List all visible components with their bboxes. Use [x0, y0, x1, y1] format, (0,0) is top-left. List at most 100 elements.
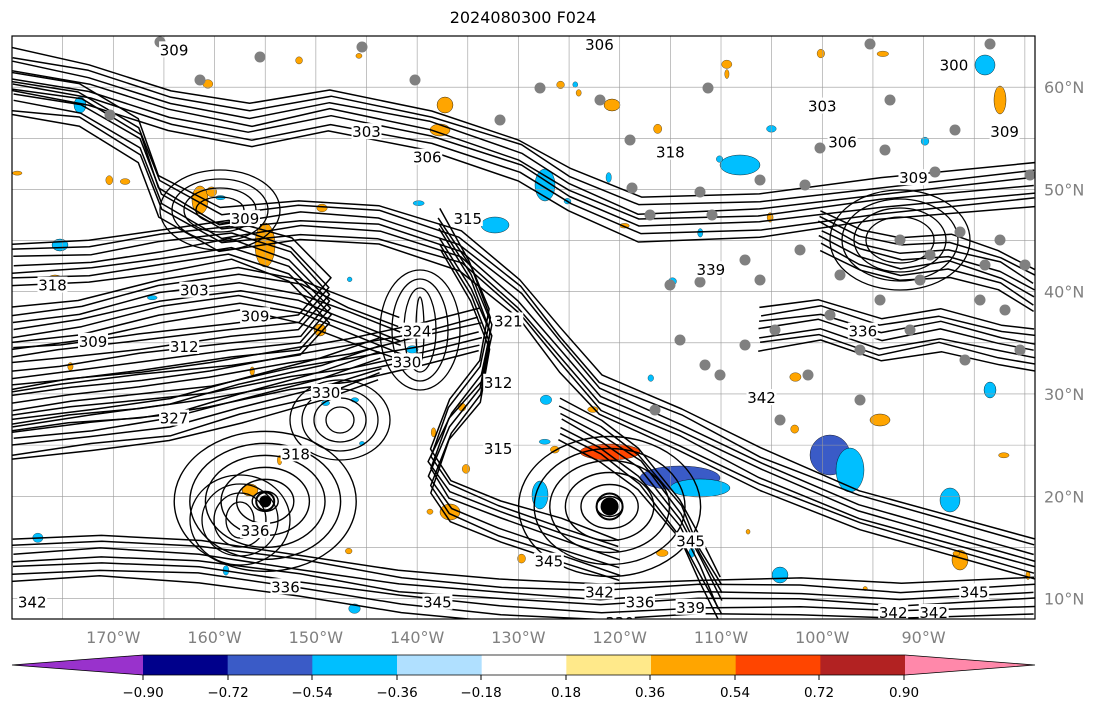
- contour-label: 345: [676, 532, 705, 550]
- station-dot: [994, 234, 1006, 246]
- latitude-tick-label: 30°N: [1044, 385, 1084, 404]
- shaded-cell: [603, 98, 621, 112]
- contour-label: 309: [160, 41, 189, 59]
- station-dot: [984, 38, 996, 50]
- contour-label: 306: [413, 149, 442, 167]
- contour-label-bg: [584, 583, 615, 600]
- contour-loop: [289, 379, 391, 461]
- shaded-cell: [480, 216, 510, 234]
- colorbar-tick-label: 0.18: [551, 685, 581, 701]
- contour-label-bg: [392, 353, 423, 370]
- station-dot: [739, 254, 751, 266]
- shaded-cell: [531, 480, 549, 510]
- contour-line: [12, 337, 380, 421]
- contour-loop: [225, 501, 255, 539]
- station-dot: [879, 144, 891, 156]
- shaded-cell: [790, 424, 799, 434]
- shaded-cell: [575, 89, 582, 97]
- longitude-tick-label: 110°W: [694, 628, 749, 647]
- contour-label: 342: [919, 604, 948, 622]
- shaded-cell: [431, 427, 437, 438]
- station-dot: [854, 394, 866, 406]
- shaded-cell: [656, 549, 669, 557]
- map-panel: 309 306 303 306 303 300 309 306 309 318 315 309 303 3…: [11, 35, 1036, 622]
- shaded-cell: [974, 54, 996, 76]
- contour-line: [760, 333, 1035, 365]
- shaded-cell: [876, 50, 889, 57]
- contour-label-bg: [827, 133, 858, 150]
- contour-label: 318: [281, 445, 310, 463]
- longitude-tick-label: 170°W: [86, 628, 141, 647]
- contour-line: [12, 258, 331, 393]
- station-dot: [904, 324, 916, 336]
- contour-label: 336: [626, 594, 655, 612]
- contour-label: 336: [241, 522, 270, 540]
- shaded-cell: [605, 172, 612, 183]
- contour-label-bg: [746, 389, 777, 406]
- station-dot: [649, 404, 661, 416]
- contour-label: 336: [271, 578, 300, 596]
- map-frame: [11, 35, 1036, 620]
- shaded-cell: [540, 394, 552, 405]
- contour-line: [12, 534, 1035, 585]
- contour-line: [12, 253, 332, 386]
- shaded-cell: [789, 372, 802, 382]
- contour-label: 303: [352, 123, 381, 141]
- shaded-cell: [517, 553, 526, 564]
- station-dot: [894, 234, 906, 246]
- station-dot: [854, 344, 866, 356]
- shaded-cell: [572, 81, 578, 88]
- shaded-cell: [745, 529, 751, 535]
- contour-label: 315: [484, 440, 513, 458]
- colorbar-tick-label: 0.72: [804, 685, 834, 701]
- contour-line: [429, 243, 621, 577]
- latitude-tick-label: 10°N: [1044, 590, 1084, 609]
- contour-line: [12, 294, 401, 347]
- contour-loop: [391, 278, 449, 382]
- contour-label-bg: [483, 373, 514, 390]
- contour-label: 300: [940, 57, 969, 75]
- shaded-cell: [12, 170, 23, 176]
- shaded-cell: [983, 381, 997, 399]
- contour-label: 339: [697, 261, 726, 279]
- contour-label: 330: [393, 353, 422, 371]
- contour-label-bg: [604, 614, 635, 619]
- station-dot: [974, 294, 986, 306]
- contour-label-bg: [17, 593, 48, 610]
- contour-loop: [580, 483, 639, 530]
- longitude-tick-label: 100°W: [795, 628, 850, 647]
- contour-label: 315: [453, 210, 482, 228]
- contour-label-bg: [695, 261, 726, 278]
- shaded-cell: [412, 200, 425, 206]
- contour-line: [427, 223, 620, 553]
- contour-line: [12, 266, 400, 319]
- contour-line: [759, 299, 1035, 330]
- contour-label-bg: [37, 276, 68, 293]
- contour-label-bg: [898, 169, 929, 186]
- station-dot: [626, 182, 638, 194]
- contour-label: 327: [160, 410, 189, 428]
- contour-label: 309: [899, 169, 928, 187]
- station-dot: [799, 179, 811, 191]
- contour-label: 318: [38, 277, 67, 295]
- station-dot: [694, 276, 706, 288]
- latitude-tick-label: 40°N: [1044, 283, 1084, 302]
- contour-label-bg: [655, 143, 686, 160]
- contour-line: [13, 547, 1034, 601]
- station-dot: [914, 274, 926, 286]
- colorbar-segment: [820, 655, 906, 675]
- contour-label-bg: [240, 522, 271, 539]
- colorbar-tick-label: −0.72: [207, 685, 248, 701]
- contour-loop: [189, 474, 291, 566]
- contour-line: [12, 273, 399, 328]
- station-dot: [534, 82, 546, 94]
- storm-center-ring: [595, 492, 624, 521]
- station-dot: [754, 174, 766, 186]
- contour-label-bg: [402, 322, 433, 339]
- contour-line: [12, 225, 330, 358]
- contour-line: [559, 432, 723, 615]
- contour-label-bg: [847, 322, 878, 339]
- contour-label-bg: [533, 552, 564, 569]
- shaded-cell: [721, 59, 733, 69]
